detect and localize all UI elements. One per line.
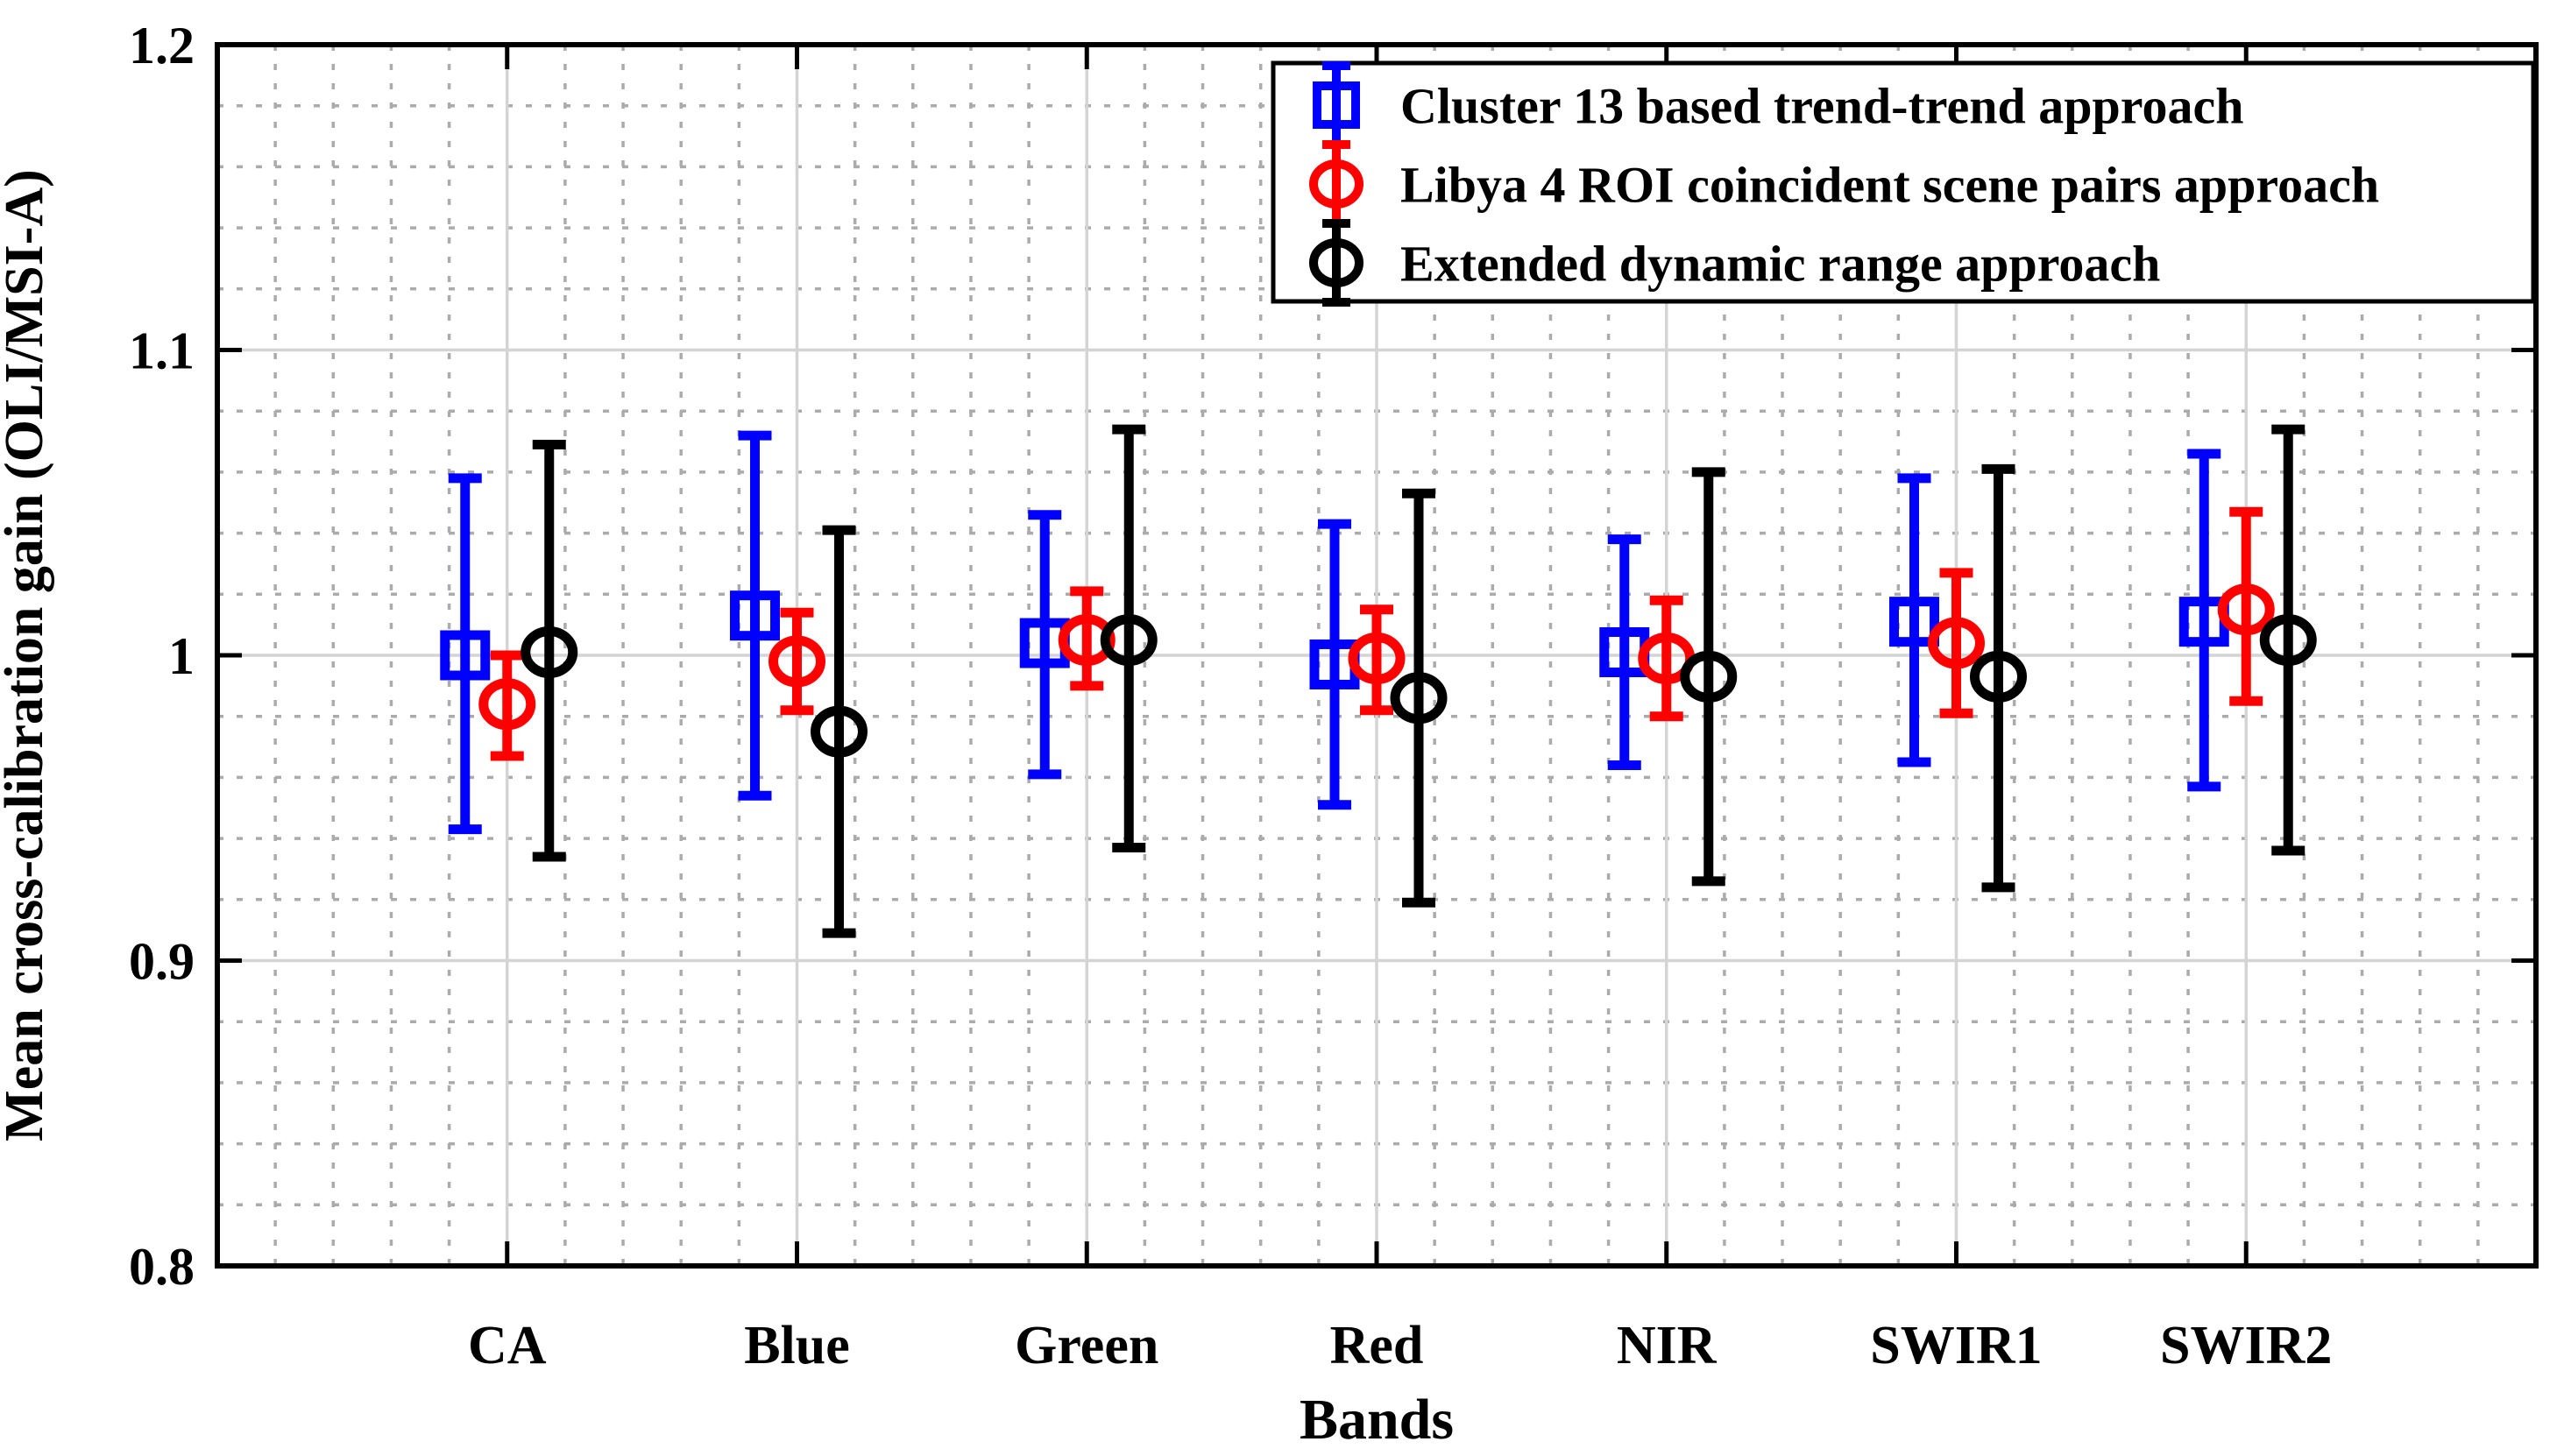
legend-label: Cluster 13 based trend-trend approach <box>1400 77 2243 134</box>
circle-marker <box>768 635 825 688</box>
circle-marker <box>521 626 578 679</box>
square-marker <box>440 630 491 681</box>
y-tick-label: 1.2 <box>129 17 195 74</box>
legend: Cluster 13 based trend-trend approach Lib… <box>1271 60 2536 307</box>
legend-label: Libya 4 ROI coincident scene pairs appro… <box>1400 156 2379 213</box>
x-tick-label: Green <box>1015 1316 1158 1375</box>
legend-label: Extended dynamic range approach <box>1400 235 2160 292</box>
circle-marker <box>478 678 536 731</box>
y-tick-label: 1 <box>168 627 195 685</box>
series-1 <box>478 506 2275 761</box>
series-0 <box>440 430 2229 835</box>
legend-item-2 <box>1309 219 1363 307</box>
legend-circle-marker <box>1309 159 1363 209</box>
circle-marker <box>1680 650 1738 703</box>
y-axis-title: Mean cross-calibration gain (OLI/MSI-A) <box>0 169 54 1141</box>
y-tick-label: 0.9 <box>129 933 195 991</box>
circle-marker <box>2259 614 2317 667</box>
circle-marker <box>1970 650 2027 703</box>
legend-square-marker <box>1313 81 1360 129</box>
x-tick-label: NIR <box>1617 1316 1718 1375</box>
y-tick-label: 1.1 <box>129 322 195 380</box>
x-tick-label: Red <box>1330 1316 1424 1375</box>
x-axis-title: Bands <box>1300 1388 1454 1452</box>
circle-marker <box>1928 617 1985 669</box>
circle-marker <box>1348 632 1406 684</box>
circle-marker <box>1058 614 1116 667</box>
axes <box>215 42 2539 1269</box>
legend-box <box>1271 60 2536 304</box>
circle-marker <box>1390 672 1448 724</box>
circle-marker <box>1100 614 1158 667</box>
legend-circle-marker <box>1309 238 1363 287</box>
series-2 <box>521 424 2317 938</box>
square-marker <box>730 590 780 641</box>
square-marker <box>1889 597 1939 647</box>
circle-marker <box>811 705 868 758</box>
circle-marker <box>2217 583 2275 636</box>
x-tick-label: CA <box>468 1316 547 1375</box>
x-tick-label: SWIR1 <box>1870 1316 2042 1375</box>
x-tick-label: SWIR2 <box>2160 1316 2332 1375</box>
y-tick-label: 0.8 <box>129 1238 195 1296</box>
x-tick-label: Blue <box>744 1316 850 1375</box>
axis-labels: 0.8 0.9 1 1.1 1.2 CA Blue Green Red NIR SWIR1 SWIR2… <box>0 17 2332 1452</box>
